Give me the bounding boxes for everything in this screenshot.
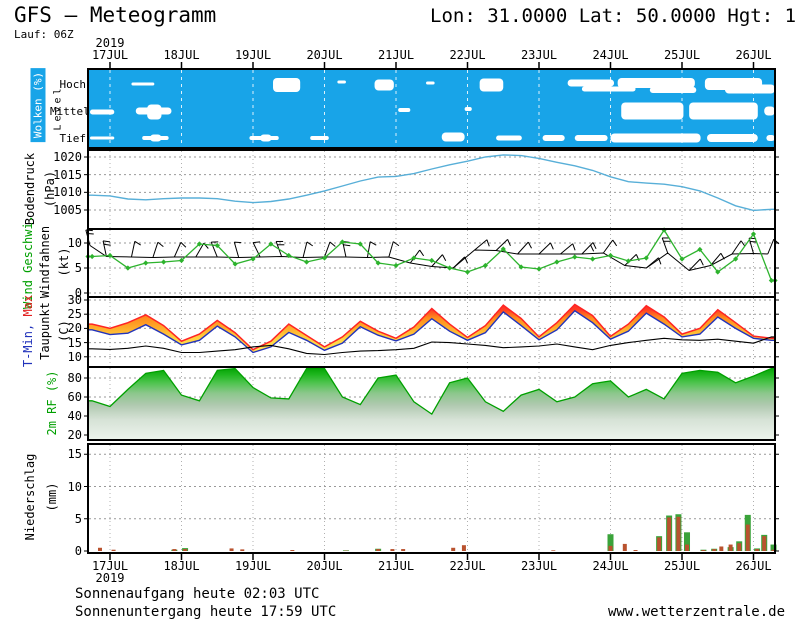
date-label-top: 19JUL [234,48,272,62]
date-label-bottom: 21JUL [377,559,415,573]
clouds-panel-label: Wolken (%) [30,67,46,143]
date-label-top: 20JUL [306,48,343,62]
date-label-bottom: 23JUL [520,559,558,573]
y-tick-label: 25 [67,307,82,321]
y-tick-label: 15 [67,336,82,350]
date-label-top: 24JUL [592,48,629,62]
y-tick-label: 1020 [53,150,82,164]
date-label-top: 18JUL [163,48,200,62]
date-label-bottom: 20JUL [306,559,343,573]
date-label-top: 22JUL [449,48,486,62]
date-label-bottom: 25JUL [663,559,701,573]
y-tick-label: 20 [67,428,82,442]
location-readout: Lon: 31.0000 Lat: 50.0000 Hgt: 1 [430,5,797,27]
y-tick-label: 80 [67,371,82,385]
sunrise-text: Sonnenaufgang heute 02:03 UTC [75,586,320,602]
y-tick-label: 10 [67,350,82,364]
y-tick-label: 0 [74,544,82,558]
run-label: Lauf: 06Z [14,28,74,41]
temp-min-label: T-Min, [21,323,35,368]
cloud-row-label-hoch: Hoch [59,78,87,91]
y-tick-label: 5 [74,512,82,526]
cloud-row-label-tief: Tief [59,132,87,145]
date-label-bottom: 26JUL [735,559,772,573]
y-tick-label: 15 [67,447,82,461]
date-label-top: 23JUL [520,48,558,62]
date-label-top: 25JUL [663,48,701,62]
date-label-top: 26JUL [735,48,772,62]
y-tick-label: 1015 [53,168,82,182]
y-tick-label: 1005 [53,203,82,217]
y-tick-label: 60 [67,390,82,404]
year-label-top: 2019 [95,36,125,50]
y-tick-label: 1010 [53,185,82,199]
y-tick-label: 20 [67,321,82,335]
y-tick-label: 30 [67,293,82,307]
temp-max-label: Max [21,294,35,317]
y-tick-label: 10 [67,236,82,250]
date-label-top: 17JUL [91,48,129,62]
date-label-bottom: 24JUL [592,559,629,573]
y-tick-label: 0 [74,286,82,300]
date-label-bottom: 19JUL [234,559,272,573]
date-label-top: 21JUL [377,48,415,62]
page-title: GFS – Meteogramm [14,3,217,27]
y-tick-label: 5 [74,261,82,275]
precip-panel-label: Niederschlag [23,453,37,541]
date-label-bottom: 22JUL [449,559,486,573]
y-tick-label: 10 [67,480,82,494]
website-text: www.wetterzentrale.de [608,604,786,620]
cloud-row-label-mittel: Mittel [50,105,90,118]
date-label-bottom: 17JUL [91,559,129,573]
sunset-text: Sonnenuntergang heute 17:59 UTC [75,604,337,620]
year-label-bottom: 2019 [95,571,125,585]
y-tick-label: 40 [67,409,82,423]
date-label-bottom: 18JUL [163,559,200,573]
